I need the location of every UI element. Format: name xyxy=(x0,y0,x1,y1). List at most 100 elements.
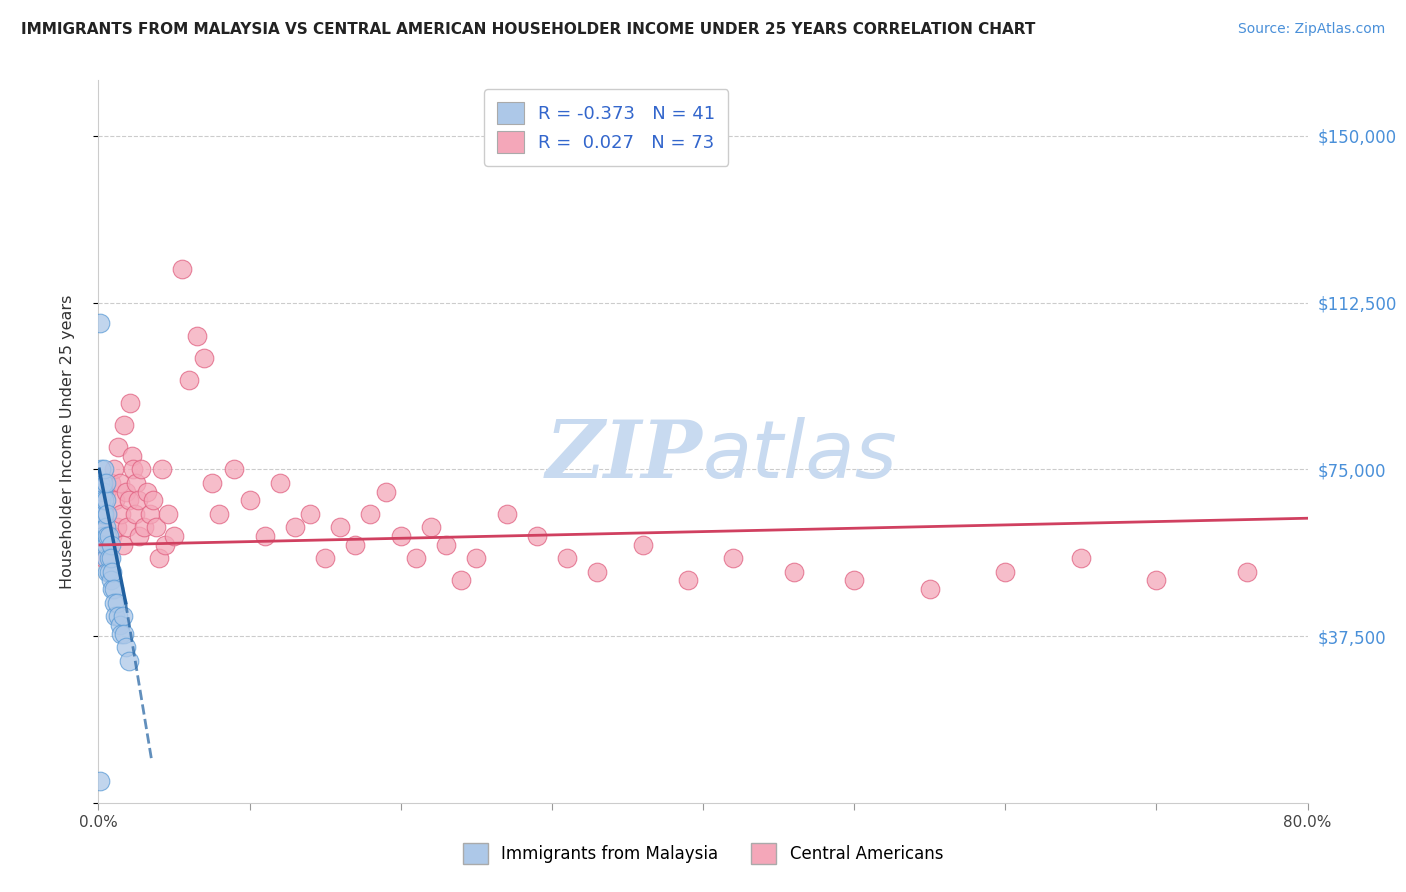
Point xyxy=(101,582,124,597)
Point xyxy=(253,529,276,543)
Point xyxy=(101,529,124,543)
Point xyxy=(118,653,141,667)
Point xyxy=(103,582,125,597)
Point xyxy=(299,507,322,521)
Point xyxy=(91,520,114,534)
Point xyxy=(723,551,745,566)
Point xyxy=(101,565,124,579)
Point xyxy=(100,475,122,490)
Point xyxy=(111,538,134,552)
Point xyxy=(91,529,114,543)
Point xyxy=(96,529,118,543)
Text: IMMIGRANTS FROM MALAYSIA VS CENTRAL AMERICAN HOUSEHOLDER INCOME UNDER 25 YEARS C: IMMIGRANTS FROM MALAYSIA VS CENTRAL AMER… xyxy=(21,22,1035,37)
Point xyxy=(239,493,262,508)
Point xyxy=(103,596,125,610)
Point xyxy=(450,574,472,588)
Point xyxy=(105,596,128,610)
Point xyxy=(110,507,132,521)
Point xyxy=(329,520,352,534)
Point xyxy=(105,520,128,534)
Point xyxy=(93,493,115,508)
Point xyxy=(94,538,117,552)
Point xyxy=(201,475,224,490)
Point xyxy=(94,475,117,490)
Point xyxy=(90,520,112,534)
Point xyxy=(676,574,699,588)
Point xyxy=(193,351,215,366)
Point xyxy=(1144,574,1167,588)
Point xyxy=(89,316,111,330)
Point xyxy=(150,462,173,476)
Point xyxy=(93,538,115,552)
Point xyxy=(994,565,1017,579)
Point xyxy=(114,484,136,499)
Point xyxy=(91,484,114,499)
Point xyxy=(127,493,149,508)
Point xyxy=(374,484,396,499)
Point xyxy=(360,507,382,521)
Point xyxy=(139,507,162,521)
Point xyxy=(94,493,117,508)
Point xyxy=(389,529,412,543)
Point xyxy=(526,529,548,543)
Point xyxy=(93,507,115,521)
Point xyxy=(135,484,157,499)
Point xyxy=(103,462,125,476)
Point xyxy=(112,627,135,641)
Point xyxy=(90,462,112,476)
Point xyxy=(208,507,231,521)
Point xyxy=(98,551,121,566)
Point xyxy=(122,462,145,476)
Point xyxy=(128,529,150,543)
Y-axis label: Householder Income Under 25 years: Householder Income Under 25 years xyxy=(60,294,75,589)
Point xyxy=(100,538,122,552)
Point xyxy=(96,507,118,521)
Point xyxy=(110,627,132,641)
Point xyxy=(108,475,131,490)
Point xyxy=(156,507,179,521)
Text: Source: ZipAtlas.com: Source: ZipAtlas.com xyxy=(1237,22,1385,37)
Point xyxy=(129,462,152,476)
Point xyxy=(104,493,127,508)
Point xyxy=(314,551,336,566)
Point xyxy=(94,484,117,499)
Point xyxy=(100,574,122,588)
Legend: Immigrants from Malaysia, Central Americans: Immigrants from Malaysia, Central Americ… xyxy=(456,837,950,871)
Point xyxy=(107,609,129,624)
Point xyxy=(142,493,165,508)
Point xyxy=(111,609,134,624)
Point xyxy=(121,449,143,463)
Point xyxy=(631,538,654,552)
Point xyxy=(132,520,155,534)
Point xyxy=(89,773,111,788)
Point xyxy=(269,475,291,490)
Point xyxy=(91,507,114,521)
Point xyxy=(118,493,141,508)
Point xyxy=(844,574,866,588)
Point xyxy=(107,440,129,454)
Point xyxy=(96,565,118,579)
Point xyxy=(93,551,115,566)
Point xyxy=(93,462,115,476)
Point xyxy=(115,520,138,534)
Point xyxy=(465,551,488,566)
Point xyxy=(90,493,112,508)
Point xyxy=(125,475,148,490)
Point xyxy=(153,538,176,552)
Point xyxy=(124,507,146,521)
Point xyxy=(98,538,121,552)
Point xyxy=(96,507,118,521)
Legend: R = -0.373   N = 41, R =  0.027   N = 73: R = -0.373 N = 41, R = 0.027 N = 73 xyxy=(484,89,728,166)
Point xyxy=(108,618,131,632)
Point xyxy=(94,551,117,566)
Point xyxy=(186,329,208,343)
Point xyxy=(94,520,117,534)
Point xyxy=(89,475,111,490)
Point xyxy=(586,565,609,579)
Point xyxy=(98,565,121,579)
Point xyxy=(783,565,806,579)
Point xyxy=(420,520,443,534)
Point xyxy=(344,538,367,552)
Point xyxy=(224,462,246,476)
Point xyxy=(1070,551,1092,566)
